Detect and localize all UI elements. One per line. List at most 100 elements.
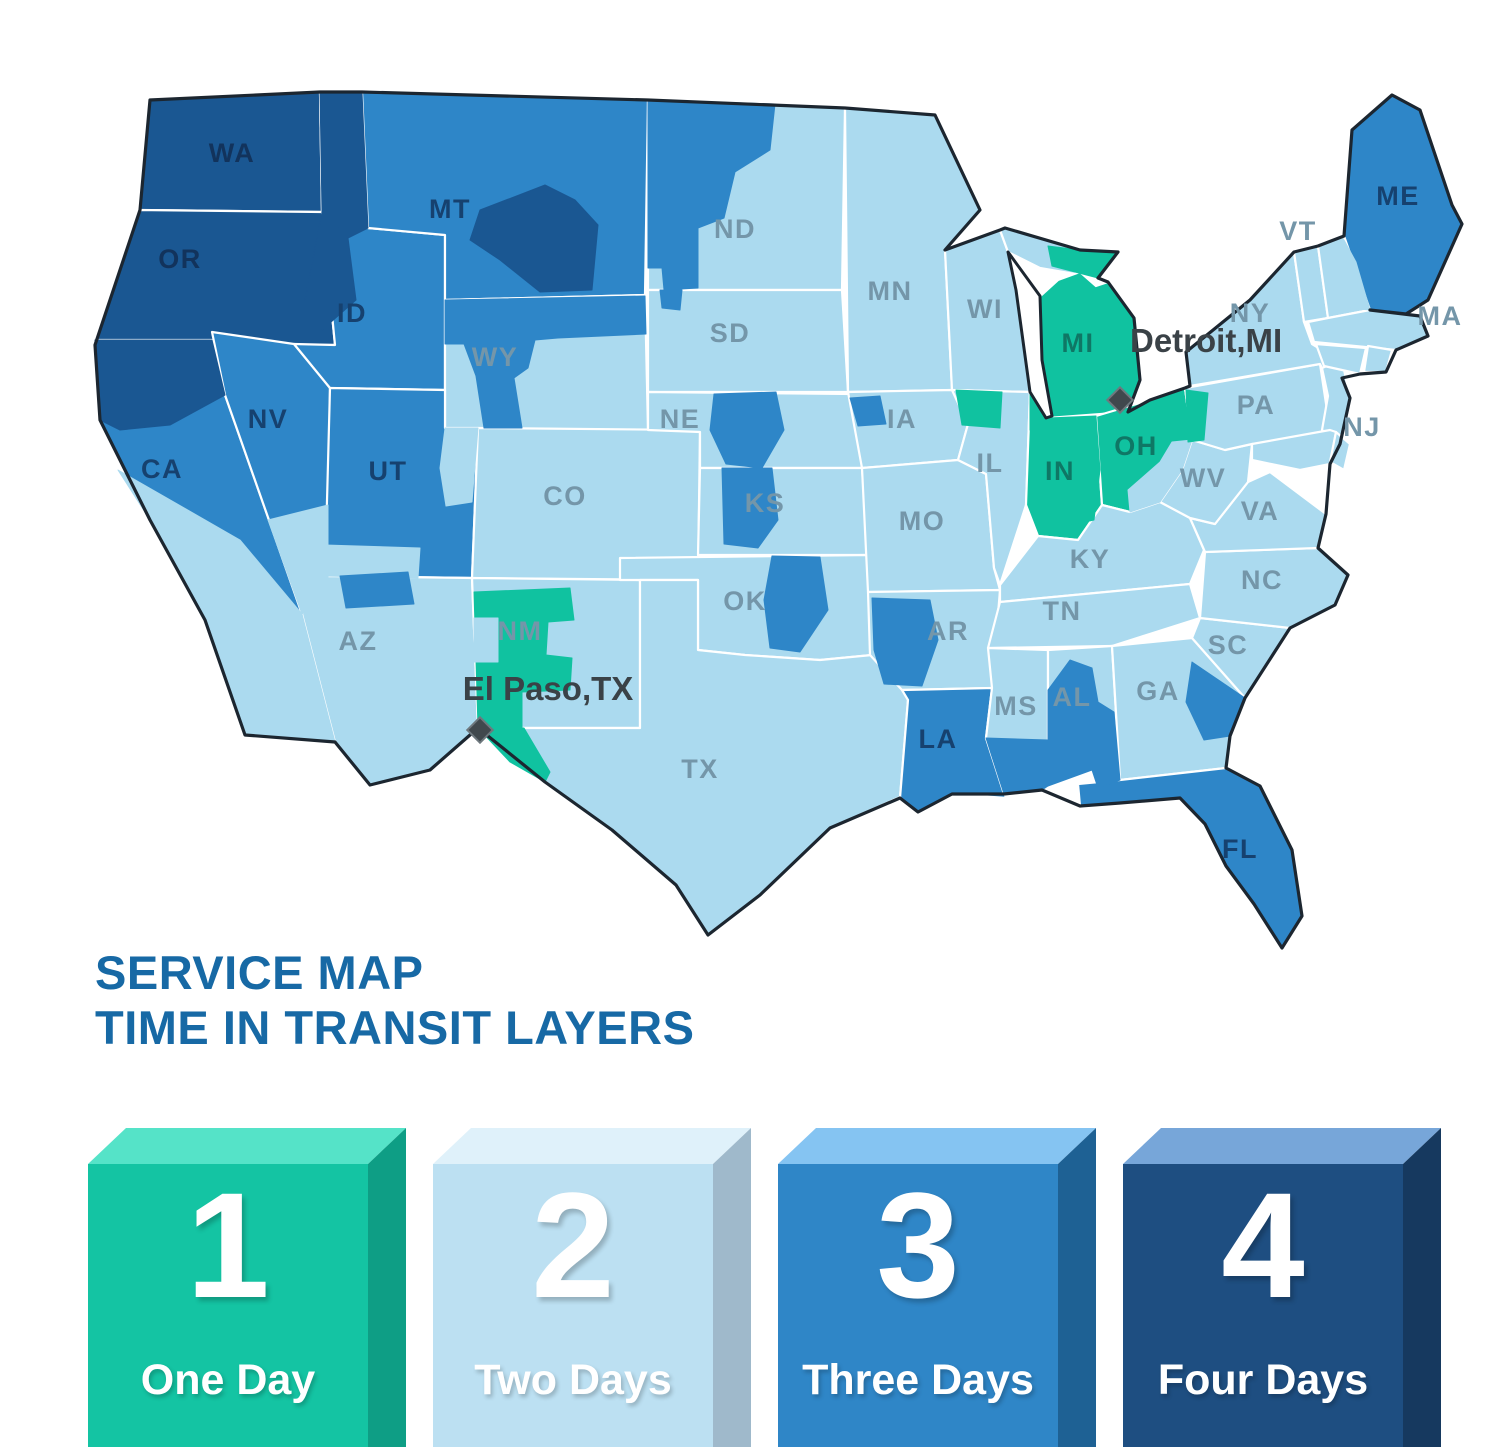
patch-il-ne [955,389,1003,429]
state-label-IA: IA [887,404,917,434]
patch-wy-west [444,295,647,429]
state-label-TN: TN [1043,596,1082,626]
lake-michigan [1006,250,1054,420]
legend-block-top-face [1123,1128,1441,1164]
state-label-CO: CO [543,481,587,511]
legend-block-front-face [88,1164,368,1447]
us-service-map: WA OR CA NV ID MT WY UT AZ CO NM ND SD NE KS OK TX MN IA MO… [93,90,1464,950]
patch-az-n [339,571,415,609]
state-label-IN: IN [1045,456,1075,486]
state-label-MO: MO [899,506,946,536]
state-label-ND: ND [714,214,756,244]
state-label-WY: WY [472,342,519,372]
patch-nd-nw [647,99,776,291]
state-AZ [300,574,480,787]
state-label-OK: OK [723,586,767,616]
state-label-SD: SD [710,318,751,348]
state-label-NE: NE [660,404,701,434]
legend-number: 2 [531,1161,615,1329]
legend-label: Three Days [802,1356,1034,1404]
patch-ut-e [439,427,479,507]
state-DE [1328,430,1352,472]
state-label-TX: TX [681,754,719,784]
state-label-CA: CA [141,454,183,484]
state-label-MN: MN [868,276,913,306]
state-label-ID: ID [337,298,367,328]
state-label-KY: KY [1070,544,1111,574]
patch-al-s [1047,659,1121,789]
patch-sd-tail [659,289,683,311]
legend-number: 4 [1221,1161,1305,1329]
transit-legend: 1 One Day 2 Two Days 3 Three Days 4 Four… [0,1128,1500,1447]
state-label-KS: KS [745,488,786,518]
patch-ok-e [763,555,829,653]
state-label-UT: UT [369,456,408,486]
state-label-MS: MS [994,691,1038,721]
patch-id-panhandle [319,91,369,239]
marker-detroit: Detroit,MI [1105,322,1282,415]
state-label-AL: AL [1053,682,1092,712]
patch-ut-s [324,544,421,579]
state-label-SC: SC [1208,630,1249,660]
page-title-line2: TIME IN TRANSIT LAYERS [95,1000,695,1054]
state-label-AZ: AZ [339,626,378,656]
state-label-OR: OR [158,244,202,274]
patch-ks-ne [721,467,779,549]
legend-block-side-face [1403,1128,1441,1447]
state-label-WA: WA [209,138,256,168]
patch-in-c [1029,391,1101,529]
legend-block-front-face [1123,1164,1403,1447]
patch-pa-w [1185,389,1209,443]
patch-mt-east [469,184,599,293]
marker-diamond-icon [465,715,495,745]
state-label-FL: FL [1222,834,1258,864]
patch-nm-notch [473,617,499,663]
patch-ga-se [1185,661,1246,741]
state-label-AR: AR [927,616,969,646]
legend-number: 1 [186,1161,270,1329]
patch-oh-se [1127,439,1193,513]
legend-label: Four Days [1157,1356,1369,1404]
patch-id-central [304,211,357,331]
legend-block-three-days: 3 Three Days [778,1128,1096,1447]
state-OR [93,208,337,347]
legend-label: One Day [140,1356,316,1404]
state-label-NM: NM [498,616,543,646]
patch-ar-w [871,597,939,687]
legend-block-front-face [778,1164,1058,1447]
marker-diamond-icon [1105,385,1135,415]
state-label-NJ: NJ [1343,412,1381,442]
state-label-WV: WV [1180,463,1227,493]
page-title: SERVICE MAP TIME IN TRANSIT LAYERS [95,946,694,1056]
legend-block-two-days: 2 Two Days [433,1128,751,1447]
patch-nv-se [267,504,329,615]
state-label-MA: MA [1418,301,1463,331]
us-border-outline [93,90,1464,950]
patch-ia-w [849,395,887,427]
marker-label-elpaso: El Paso,TX [463,670,634,707]
legend-block-side-face [368,1128,406,1447]
state-FL [1076,766,1304,950]
legend-block-four-days: 4 Four Days [1123,1128,1441,1447]
marker-label-detroit: Detroit,MI [1130,322,1282,359]
legend-block-top-face [778,1128,1096,1164]
legend-block-top-face [433,1128,751,1164]
state-label-MI: MI [1062,328,1095,358]
legend-block-front-face [433,1164,713,1447]
state-label-NC: NC [1241,565,1283,595]
patch-ms-s [985,737,1049,795]
legend-block-side-face [713,1128,751,1447]
legend-block-top-face [88,1128,406,1164]
legend-label: Two Days [474,1356,672,1404]
state-label-GA: GA [1136,676,1180,706]
state-label-WI: WI [967,294,1003,324]
page-title-line1: SERVICE MAP [95,946,424,999]
state-label-NY: NY [1230,298,1271,328]
state-label-IL: IL [977,448,1004,478]
state-label-MT: MT [429,194,471,224]
state-label-ME: ME [1376,181,1420,211]
state-label-NV: NV [248,404,289,434]
state-label-LA: LA [919,724,958,754]
state-TN [986,582,1202,650]
legend-block-one-day: 1 One Day [88,1128,406,1447]
